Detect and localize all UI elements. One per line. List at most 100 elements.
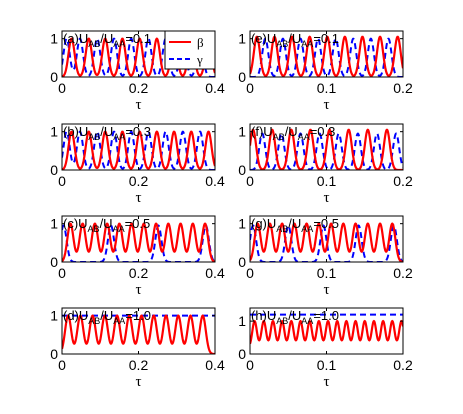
y-tick-label: 1 [50, 124, 58, 140]
legend-label: β [197, 35, 204, 50]
panel-title-part: =0.1 [125, 31, 151, 46]
y-tick-label: 1 [238, 124, 246, 140]
y-tick-label: 0 [50, 254, 58, 270]
x-axis-label: τ [135, 190, 141, 206]
plot-area [62, 222, 215, 262]
panel-title-part: AB [88, 316, 100, 326]
panel-title-part: /U [285, 124, 298, 139]
panel-title: (c)UAB/UAA=0.5 [63, 216, 150, 234]
beta-series [62, 222, 215, 262]
x-tick-label: 0.2 [129, 173, 149, 189]
x-axis-label: τ [323, 374, 329, 390]
panel-d: 0 0.2 0.4 0 1 τ (d)UAB/UAA=1.0 [50, 307, 225, 390]
legend-label: γ [196, 52, 203, 67]
panel-b: 0 0.2 0.4 0 1 τ (b)UAB/UAA=0.3 [50, 123, 225, 206]
panel-title-part: /U [288, 308, 301, 323]
beta-series [250, 35, 403, 77]
x-tick-label: 0 [58, 265, 66, 281]
y-tick-label: 1 [50, 216, 58, 232]
panel-title-part: AA [113, 132, 125, 142]
panel-title-part: AB [88, 39, 100, 49]
x-tick-label: 0.4 [205, 357, 225, 373]
panel-title-part: AA [301, 316, 313, 326]
x-tick-label: 0.1 [317, 173, 337, 189]
x-tick-label: 0 [58, 80, 66, 96]
panel-title-part: /U [288, 31, 301, 46]
x-axis-label: τ [323, 97, 329, 113]
panel-a: 0 0.2 0.4 0 1 τ (a)UAB/UAA=0.1 βγ [50, 30, 225, 113]
x-tick-label: 0 [58, 357, 66, 373]
x-tick-label: 0.2 [393, 357, 413, 373]
panel-title-part: /U [100, 31, 113, 46]
panel-title-part: =1.0 [313, 308, 339, 323]
plot-area [250, 35, 403, 77]
x-axis-label: τ [135, 97, 141, 113]
x-tick-label: 0.1 [317, 80, 337, 96]
x-tick-label: 0 [246, 357, 254, 373]
x-tick-label: 0 [246, 173, 254, 189]
beta-series [250, 128, 403, 170]
panel-title-part: /U [288, 216, 301, 231]
panel-title-part: AB [276, 224, 288, 234]
panel-title: (f)UAB/UAA=0.3 [251, 124, 335, 142]
panel-h: 0 0.1 0.2 0 1 τ (h)UAB/UAA=1.0 [238, 307, 413, 390]
x-tick-label: 0.2 [129, 357, 149, 373]
x-axis-label: τ [323, 190, 329, 206]
panel-title-part: AB [88, 224, 100, 234]
panel-title-part: =0.3 [310, 124, 336, 139]
panel-title-part: =0.5 [313, 216, 339, 231]
panel-title-part: /U [100, 308, 113, 323]
panel-title: (h)UAB/UAA=1.0 [251, 308, 339, 326]
x-tick-label: 0.1 [317, 265, 337, 281]
panel-title: (g)UAB/UAA=0.5 [251, 216, 339, 234]
y-tick-label: 0 [238, 254, 246, 270]
x-tick-label: 0.2 [393, 173, 413, 189]
panel-title-part: AA [298, 132, 310, 142]
plot-area [62, 130, 215, 170]
x-tick-label: 0.2 [129, 80, 149, 96]
y-tick-label: 0 [50, 162, 58, 178]
x-tick-label: 0.2 [129, 265, 149, 281]
panel-title-part: (a)U [63, 31, 88, 46]
y-tick-label: 1 [238, 313, 246, 329]
legend-box [164, 30, 216, 70]
y-tick-label: 0 [50, 346, 58, 362]
panel-title-part: (d)U [63, 308, 88, 323]
panel-title-part: =0.3 [125, 124, 151, 139]
panel-e: 0 0.1 0.2 0 1 τ (e)UAB/UAA=0.1 [238, 30, 413, 113]
panel-title: (e)UAB/UAA=0.1 [251, 31, 339, 49]
panel-title-part: =1.0 [125, 308, 151, 323]
panel-title-part: AB [273, 132, 285, 142]
beta-series [250, 222, 403, 262]
x-tick-label: 0.4 [205, 80, 225, 96]
panel-title-part: /U [100, 216, 113, 231]
x-tick-label: 0.4 [205, 173, 225, 189]
panel-title-part: AA [301, 224, 313, 234]
panel-title-part: AB [88, 132, 100, 142]
panel-title-part: (h)U [251, 308, 276, 323]
beta-series [62, 314, 215, 354]
y-tick-label: 1 [50, 31, 58, 47]
y-tick-label: 1 [238, 31, 246, 47]
y-tick-label: 1 [238, 216, 246, 232]
x-tick-label: 0.2 [393, 80, 413, 96]
x-tick-label: 0.1 [317, 357, 337, 373]
y-tick-label: 1 [50, 308, 58, 324]
panel-title-part: (g)U [251, 216, 276, 231]
x-tick-label: 0 [246, 80, 254, 96]
x-tick-label: 0 [58, 173, 66, 189]
x-axis-label: τ [135, 374, 141, 390]
beta-series [62, 130, 215, 170]
x-axis-label: τ [323, 282, 329, 298]
beta-series [250, 319, 403, 345]
panel-c: 0 0.2 0.4 0 1 τ (c)UAB/UAA=0.5 [50, 215, 225, 298]
panel-title-part: AA [113, 39, 125, 49]
panel-title-part: =0.1 [313, 31, 339, 46]
panel-title: (d)UAB/UAA=1.0 [63, 308, 151, 326]
panel-title-part: =0.5 [125, 216, 151, 231]
plot-area [62, 314, 215, 354]
legend: βγ [164, 30, 216, 70]
y-tick-label: 0 [238, 346, 246, 362]
